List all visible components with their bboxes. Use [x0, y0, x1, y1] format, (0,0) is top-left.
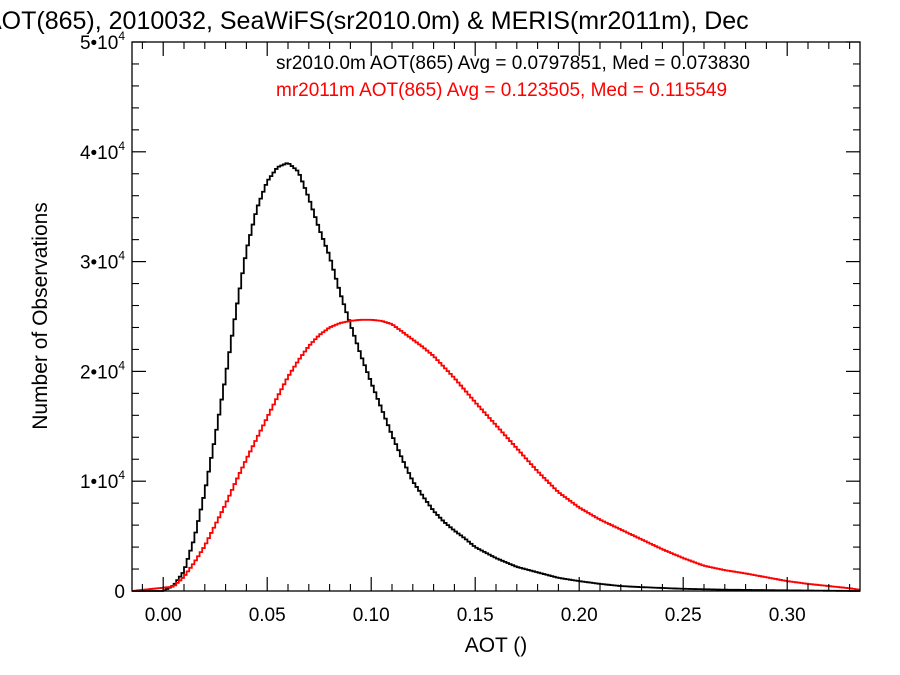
- y-axis-ticks: 0 1•104 2•104 3•104 4•104 5•104: [80, 29, 860, 603]
- x-tick-label: 0.10: [353, 605, 390, 626]
- plot-frame: [131, 41, 861, 592]
- x-axis-ticks: 0.00 0.05 0.10 0.15 0.20 0.25 0.30: [141, 42, 851, 626]
- series-layer: [132, 162, 860, 592]
- x-axis-title: AOT (): [465, 634, 528, 657]
- y-tick-label: 1•104: [80, 468, 125, 493]
- legend-entry-red: mr2011m AOT(865) Avg = 0.123505, Med = 0…: [276, 80, 727, 101]
- x-tick-label: 0.20: [561, 605, 598, 626]
- y-tick-label: 2•104: [80, 358, 125, 383]
- x-tick-label: 0.15: [457, 605, 494, 626]
- y-axis-title: Number of Observations: [29, 202, 52, 430]
- legend-entry-black: sr2010.0m AOT(865) Avg = 0.0797851, Med …: [276, 53, 750, 74]
- y-tick-label: 3•104: [80, 249, 125, 274]
- y-tick-label: 4•104: [80, 139, 125, 164]
- x-tick-label: 0.30: [769, 605, 806, 626]
- series-line-black: [132, 162, 860, 592]
- x-tick-label: 0.25: [665, 605, 702, 626]
- y-tick-label: 0: [114, 582, 125, 603]
- x-tick-label: 0.05: [249, 605, 286, 626]
- x-tick-label: 0.00: [145, 605, 182, 626]
- chart-title: AOT(865), 2010032, SeaWiFS(sr2010.0m) & …: [0, 7, 749, 35]
- series-line-red: [132, 318, 860, 592]
- y-tick-label: 5•104: [80, 29, 125, 54]
